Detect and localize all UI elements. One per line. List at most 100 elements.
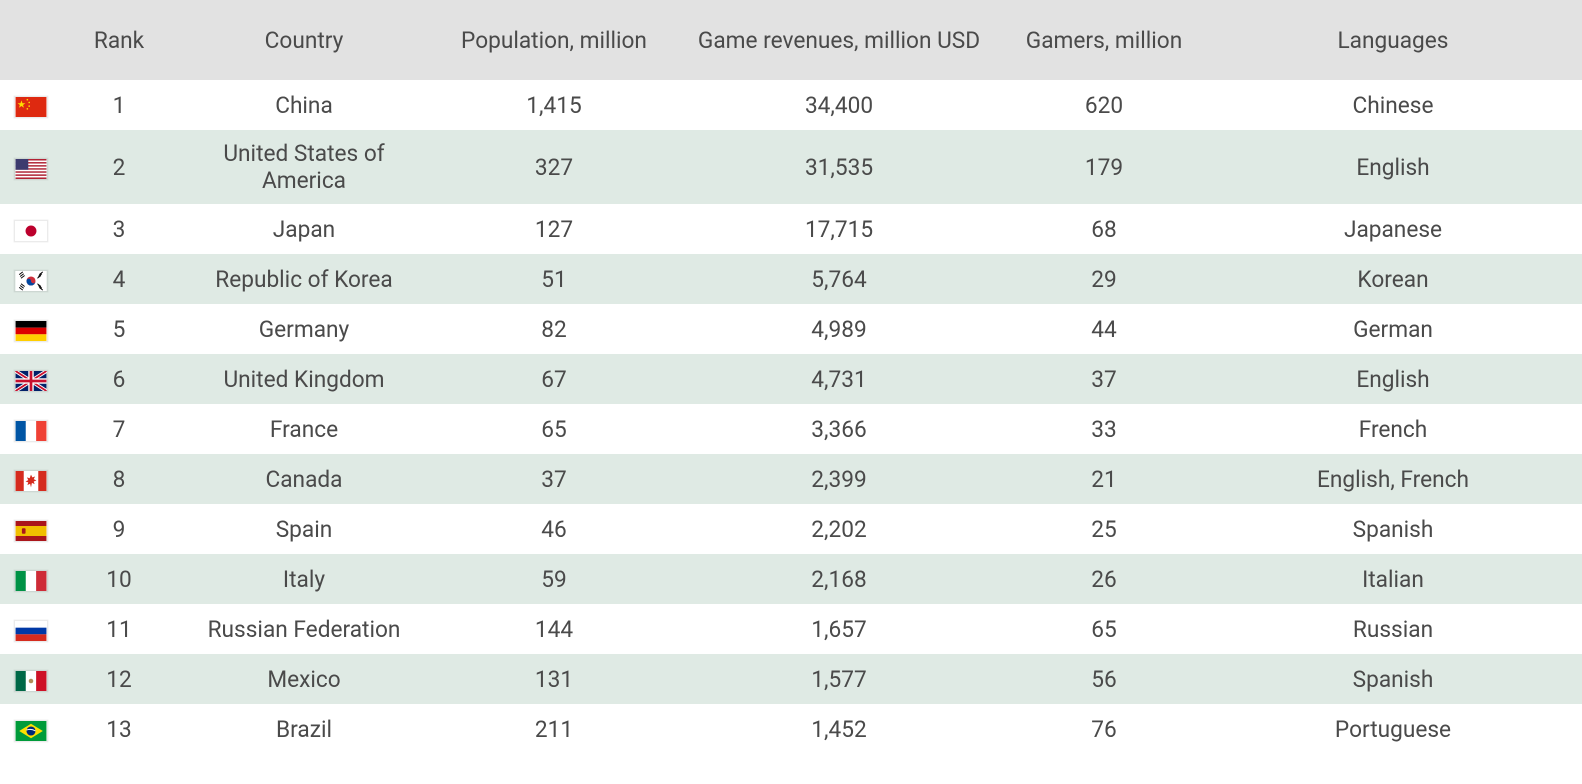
table-row: 5Germany824,98944German <box>0 304 1582 354</box>
cell-gamers: 26 <box>1004 554 1204 604</box>
it-flag-icon <box>14 570 48 592</box>
cell-revenue: 4,731 <box>674 354 1004 404</box>
cell-revenue: 1,577 <box>674 654 1004 704</box>
table-row: 3Japan12717,71568Japanese <box>0 204 1582 254</box>
us-flag-icon <box>14 158 48 180</box>
flag-cell <box>0 130 64 204</box>
cell-languages: English <box>1204 354 1582 404</box>
cell-country: China <box>174 80 434 130</box>
cell-gamers: 620 <box>1004 80 1204 130</box>
cell-gamers: 44 <box>1004 304 1204 354</box>
cell-gamers: 56 <box>1004 654 1204 704</box>
cell-gamers: 76 <box>1004 704 1204 754</box>
ca-flag-icon <box>14 470 48 492</box>
table-row: 7France653,36633French <box>0 404 1582 454</box>
column-header-gamers: Gamers, million <box>1004 0 1204 80</box>
cell-rank: 12 <box>64 654 174 704</box>
cell-languages: Japanese <box>1204 204 1582 254</box>
ru-flag-icon <box>14 620 48 642</box>
cell-population: 327 <box>434 130 674 204</box>
flag-cell <box>0 204 64 254</box>
cell-country: United Kingdom <box>174 354 434 404</box>
flag-cell <box>0 80 64 130</box>
cell-rank: 11 <box>64 604 174 654</box>
cell-languages: Italian <box>1204 554 1582 604</box>
cell-population: 51 <box>434 254 674 304</box>
flag-cell <box>0 504 64 554</box>
cell-rank: 3 <box>64 204 174 254</box>
cell-population: 131 <box>434 654 674 704</box>
cell-country: Republic of Korea <box>174 254 434 304</box>
cell-population: 67 <box>434 354 674 404</box>
table-row: 1China1,41534,400620Chinese <box>0 80 1582 130</box>
cell-country: Canada <box>174 454 434 504</box>
cell-country: United States of America <box>174 130 434 204</box>
cell-population: 37 <box>434 454 674 504</box>
column-header-country: Country <box>174 0 434 80</box>
cell-population: 82 <box>434 304 674 354</box>
cell-country: Spain <box>174 504 434 554</box>
cell-population: 46 <box>434 504 674 554</box>
table-row: 10Italy592,16826Italian <box>0 554 1582 604</box>
table-row: 12Mexico1311,57756Spanish <box>0 654 1582 704</box>
table-header: RankCountryPopulation, millionGame reven… <box>0 0 1582 80</box>
kr-flag-icon <box>14 270 48 292</box>
flag-cell <box>0 254 64 304</box>
cell-rank: 7 <box>64 404 174 454</box>
cell-gamers: 65 <box>1004 604 1204 654</box>
cell-languages: Spanish <box>1204 504 1582 554</box>
fr-flag-icon <box>14 420 48 442</box>
cell-revenue: 4,989 <box>674 304 1004 354</box>
cell-languages: English, French <box>1204 454 1582 504</box>
table-body: 1China1,41534,400620Chinese2United State… <box>0 80 1582 754</box>
table-row: 9Spain462,20225Spanish <box>0 504 1582 554</box>
table-row: 6United Kingdom674,73137English <box>0 354 1582 404</box>
cell-population: 211 <box>434 704 674 754</box>
cell-revenue: 2,168 <box>674 554 1004 604</box>
cell-rank: 9 <box>64 504 174 554</box>
cell-gamers: 21 <box>1004 454 1204 504</box>
cell-revenue: 5,764 <box>674 254 1004 304</box>
column-header-rank: Rank <box>64 0 174 80</box>
game-revenue-table: RankCountryPopulation, millionGame reven… <box>0 0 1582 754</box>
de-flag-icon <box>14 320 48 342</box>
jp-flag-icon <box>14 220 48 242</box>
cell-revenue: 1,657 <box>674 604 1004 654</box>
cell-country: France <box>174 404 434 454</box>
table-row: 4Republic of Korea515,76429Korean <box>0 254 1582 304</box>
cell-country: Italy <box>174 554 434 604</box>
cell-languages: Russian <box>1204 604 1582 654</box>
cell-revenue: 34,400 <box>674 80 1004 130</box>
cell-population: 1,415 <box>434 80 674 130</box>
cell-rank: 1 <box>64 80 174 130</box>
cell-rank: 8 <box>64 454 174 504</box>
table-row: 8Canada372,39921English, French <box>0 454 1582 504</box>
cell-rank: 13 <box>64 704 174 754</box>
cell-gamers: 68 <box>1004 204 1204 254</box>
cell-rank: 5 <box>64 304 174 354</box>
cell-rank: 4 <box>64 254 174 304</box>
cell-gamers: 37 <box>1004 354 1204 404</box>
gb-flag-icon <box>14 370 48 392</box>
flag-cell <box>0 654 64 704</box>
cell-country: Brazil <box>174 704 434 754</box>
column-header-languages: Languages <box>1204 0 1582 80</box>
cell-revenue: 2,202 <box>674 504 1004 554</box>
flag-cell <box>0 554 64 604</box>
cell-rank: 10 <box>64 554 174 604</box>
cell-revenue: 1,452 <box>674 704 1004 754</box>
mx-flag-icon <box>14 670 48 692</box>
flag-cell <box>0 704 64 754</box>
cell-revenue: 17,715 <box>674 204 1004 254</box>
cell-languages: Chinese <box>1204 80 1582 130</box>
cell-population: 65 <box>434 404 674 454</box>
column-header-revenue: Game revenues, million USD <box>674 0 1004 80</box>
cell-languages: French <box>1204 404 1582 454</box>
flag-cell <box>0 454 64 504</box>
column-header-population: Population, million <box>434 0 674 80</box>
cell-country: Germany <box>174 304 434 354</box>
cell-population: 59 <box>434 554 674 604</box>
cell-rank: 2 <box>64 130 174 204</box>
table-row: 13Brazil2111,45276Portuguese <box>0 704 1582 754</box>
cell-languages: English <box>1204 130 1582 204</box>
